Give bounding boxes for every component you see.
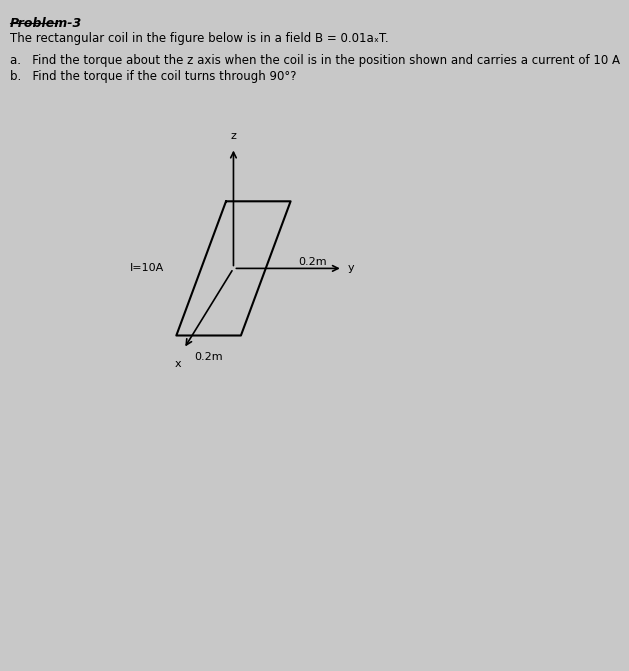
Text: x: x (175, 359, 181, 369)
Text: z: z (230, 131, 237, 141)
Text: 0.2m: 0.2m (298, 257, 326, 266)
Text: 0.2m: 0.2m (194, 352, 223, 362)
Text: a.   Find the torque about the z axis when the coil is in the position shown and: a. Find the torque about the z axis when… (10, 54, 620, 66)
Text: Problem-3: Problem-3 (10, 17, 82, 30)
Text: The rectangular coil in the figure below is in a field B = 0.01aₓT.: The rectangular coil in the figure below… (10, 32, 389, 45)
Text: y: y (348, 264, 354, 273)
Text: b.   Find the torque if the coil turns through 90°?: b. Find the torque if the coil turns thr… (10, 70, 296, 83)
Text: I=10A: I=10A (130, 264, 164, 273)
